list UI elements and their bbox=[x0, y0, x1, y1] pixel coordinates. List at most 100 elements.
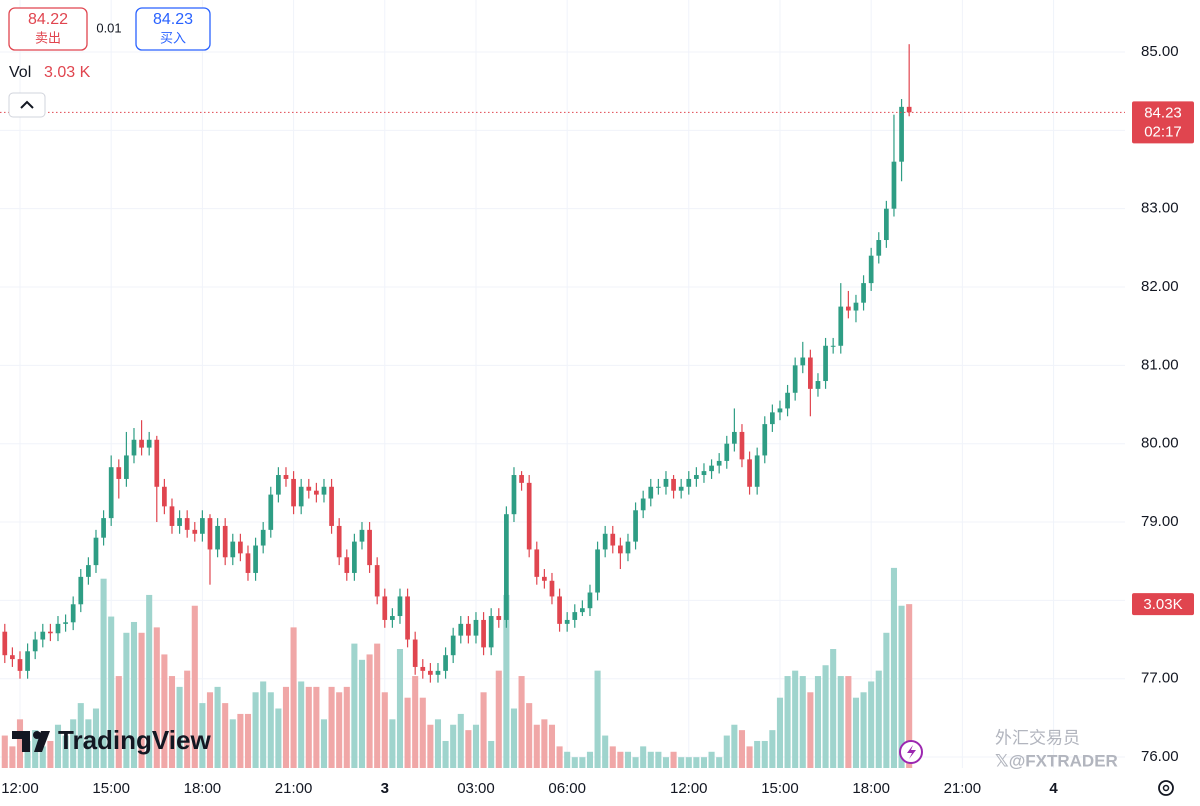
x-tick-label: 18:00 bbox=[184, 780, 222, 797]
volume-bar bbox=[533, 724, 540, 768]
candle-body bbox=[602, 533, 608, 550]
volume-bar bbox=[784, 676, 791, 768]
volume-bar bbox=[845, 676, 852, 768]
candle-body bbox=[587, 592, 593, 609]
volume-bar bbox=[693, 757, 700, 768]
candle-body bbox=[2, 631, 8, 656]
volume-bar bbox=[890, 567, 898, 768]
volume-bar bbox=[358, 659, 366, 768]
candle-body bbox=[397, 596, 403, 617]
settings-icon[interactable] bbox=[1158, 780, 1174, 796]
volume-bar bbox=[526, 703, 533, 768]
logo-dot bbox=[33, 731, 41, 739]
candle-body bbox=[838, 306, 844, 346]
candle-body bbox=[55, 623, 61, 634]
candle-body bbox=[405, 596, 410, 640]
volume-bar bbox=[860, 692, 867, 768]
candle-body bbox=[876, 240, 882, 256]
candle-body bbox=[428, 670, 433, 675]
candle-body bbox=[291, 478, 296, 507]
volume-bar bbox=[47, 740, 54, 768]
candle-body bbox=[162, 486, 167, 507]
volume-bar bbox=[366, 654, 373, 768]
volume-bar bbox=[571, 757, 578, 768]
y-tick-label: 83.00 bbox=[1141, 200, 1179, 217]
candle-body bbox=[146, 439, 152, 448]
last-price-label: 84.23 bbox=[1144, 104, 1182, 121]
volume-bar bbox=[404, 697, 411, 768]
volume-bar bbox=[700, 757, 708, 768]
volume-bar bbox=[807, 692, 814, 768]
settings-center bbox=[1162, 784, 1170, 792]
candle-body bbox=[101, 518, 106, 538]
ask-price: 84.23 bbox=[153, 11, 193, 28]
volume-bar bbox=[602, 735, 609, 768]
volume-name: Vol bbox=[9, 64, 31, 81]
collapse-button[interactable] bbox=[8, 92, 46, 118]
y-tick-label: 85.00 bbox=[1141, 43, 1179, 60]
candle-body bbox=[762, 424, 768, 456]
volume-bar bbox=[24, 740, 31, 768]
volume-bar bbox=[39, 746, 46, 768]
volume-bar bbox=[343, 686, 350, 768]
volume-bar bbox=[146, 594, 153, 768]
candle-body bbox=[542, 576, 547, 581]
volume-bar bbox=[351, 643, 358, 768]
candle-body bbox=[519, 475, 524, 483]
volume-bar bbox=[153, 627, 160, 768]
candle-body bbox=[192, 529, 198, 534]
volume-bar bbox=[222, 703, 229, 768]
volume-bar bbox=[617, 751, 624, 768]
volume-bar bbox=[427, 724, 434, 768]
volume-bar bbox=[442, 740, 449, 768]
volume-bar bbox=[138, 632, 145, 768]
candle-body bbox=[344, 557, 350, 573]
candle-body bbox=[830, 345, 836, 347]
candle-body bbox=[526, 482, 532, 550]
volume-bar bbox=[54, 724, 62, 768]
y-tick-label: 82.00 bbox=[1141, 278, 1179, 295]
volume-bar bbox=[830, 649, 837, 768]
volume-bar bbox=[488, 740, 495, 768]
candle-body bbox=[352, 541, 357, 573]
candle-body bbox=[549, 580, 555, 597]
volume-bar bbox=[298, 681, 305, 768]
volume-bar bbox=[199, 703, 206, 768]
candle-body bbox=[200, 518, 205, 534]
volume-bar bbox=[883, 632, 890, 768]
volume-bar bbox=[336, 692, 343, 768]
volume-bar bbox=[85, 719, 92, 768]
volume-bar bbox=[191, 605, 198, 768]
candle-body bbox=[792, 365, 798, 393]
volume-bar bbox=[662, 757, 670, 768]
sell-button[interactable] bbox=[8, 7, 88, 51]
candle-body bbox=[481, 619, 486, 648]
candle-body bbox=[139, 439, 144, 448]
candle-body bbox=[131, 439, 137, 456]
volume-bar bbox=[655, 751, 662, 768]
volume-bar bbox=[518, 676, 525, 768]
volume-bar bbox=[647, 751, 654, 768]
candle-body bbox=[184, 518, 190, 530]
candle-body bbox=[694, 475, 699, 479]
volume-bar bbox=[716, 757, 723, 768]
volume-bar bbox=[92, 708, 100, 768]
candle-body bbox=[861, 283, 866, 303]
candle-body bbox=[222, 525, 228, 558]
candle-body bbox=[800, 357, 806, 366]
candle-body bbox=[124, 455, 129, 479]
candle-body bbox=[108, 467, 114, 519]
flash-bolt bbox=[907, 745, 916, 759]
candle-body bbox=[32, 639, 38, 652]
candle-body bbox=[283, 475, 289, 479]
volume-bar bbox=[305, 686, 312, 768]
volume-bar bbox=[822, 665, 829, 768]
last-price-box bbox=[1132, 101, 1194, 144]
x-tick-label: 12:00 bbox=[1, 780, 39, 797]
candle-body bbox=[458, 623, 464, 636]
buy-button[interactable] bbox=[135, 7, 211, 51]
candle-body bbox=[177, 518, 182, 526]
candle-body bbox=[435, 670, 441, 675]
candle-body bbox=[671, 478, 676, 491]
